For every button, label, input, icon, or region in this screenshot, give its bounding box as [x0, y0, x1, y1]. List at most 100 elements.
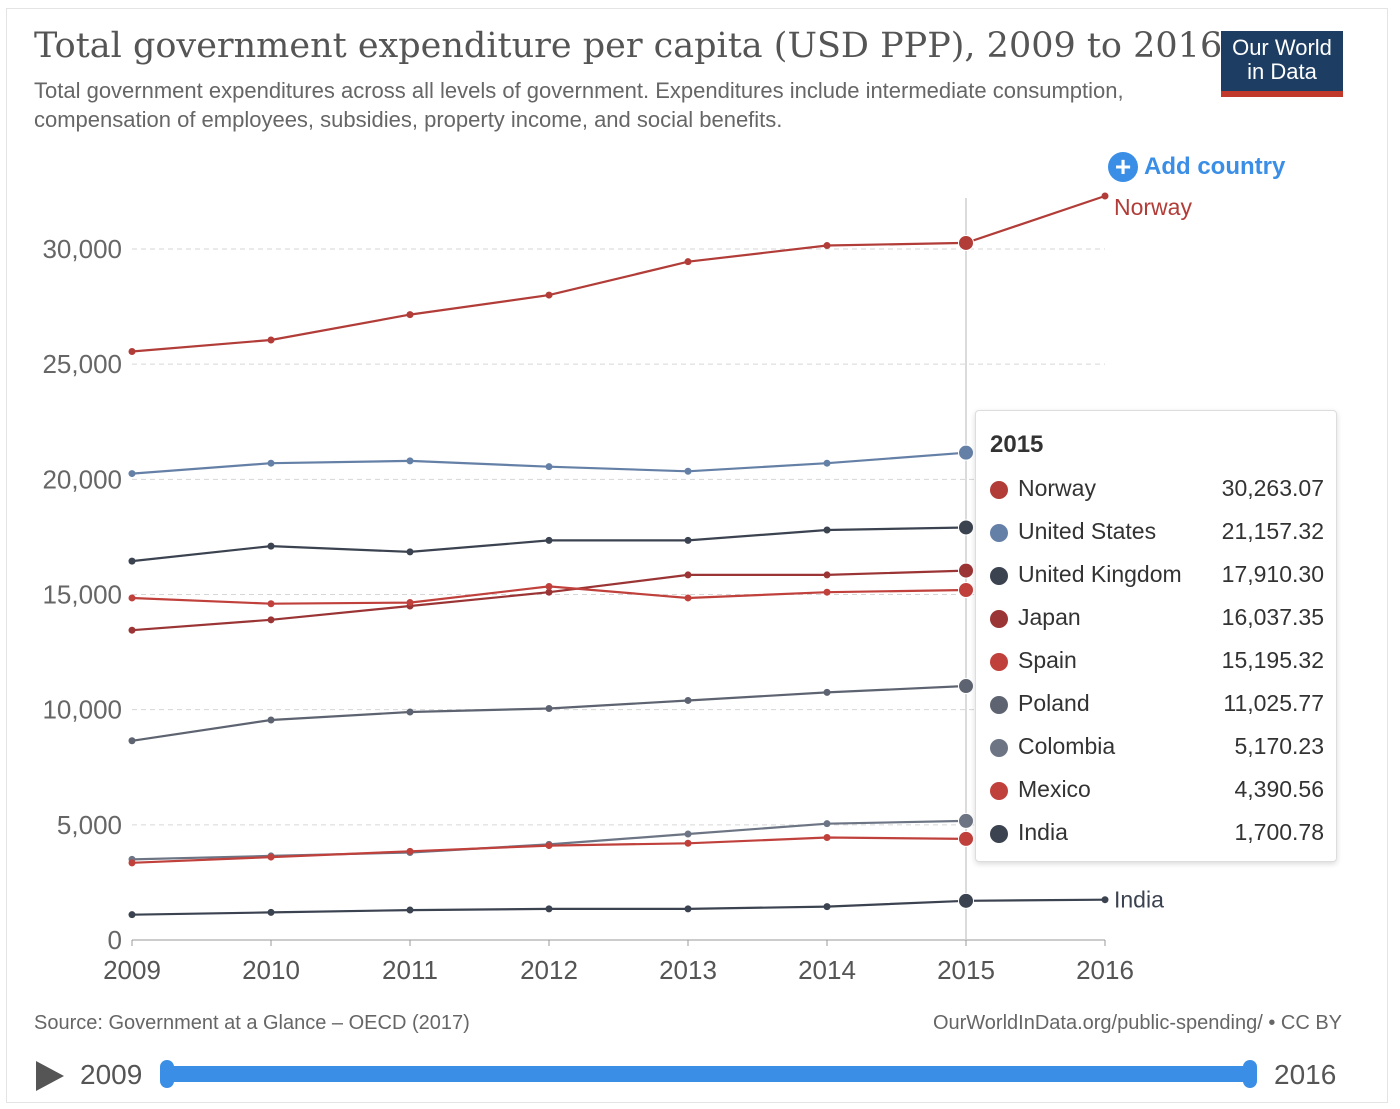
data-point: [823, 571, 831, 579]
data-point: [128, 470, 136, 478]
series-line: [131, 194, 1106, 353]
play-icon[interactable]: [36, 1061, 64, 1091]
x-tick-label: 2013: [659, 955, 717, 985]
tooltip-value: 15,195.32: [1221, 647, 1324, 673]
data-point: [267, 716, 275, 724]
series-line: [131, 819, 967, 861]
tooltip-year: 2015: [990, 431, 1044, 458]
license-link[interactable]: OurWorldInData.org/public-spending/ • CC…: [932, 1012, 1342, 1034]
data-point: [684, 536, 692, 544]
data-point: [406, 906, 414, 914]
legend-dot-icon: [990, 567, 1008, 585]
tooltip-row: Mexico 4,390.56: [990, 776, 1324, 806]
tooltip-country: India: [1018, 819, 1068, 845]
data-point: [545, 905, 553, 913]
chart-frame: [6, 8, 1388, 1103]
data-point: [823, 588, 831, 596]
tooltip-value: 4,390.56: [1234, 776, 1324, 802]
timeline-start-handle[interactable]: [160, 1060, 174, 1088]
series-line: [131, 526, 967, 563]
x-tick-label: 2014: [798, 955, 856, 985]
x-tick-label: 2012: [520, 955, 578, 985]
data-point: [958, 892, 974, 909]
x-tick-label: 2009: [103, 955, 161, 985]
tooltip-row: United States 21,157.32: [990, 518, 1324, 548]
data-point: [1101, 896, 1109, 904]
data-point: [128, 347, 136, 355]
legend-dot-icon: [990, 739, 1008, 757]
data-point: [684, 467, 692, 475]
data-point: [684, 258, 692, 266]
y-tick-label: 30,000: [42, 234, 122, 264]
tooltip-value: 21,157.32: [1221, 518, 1324, 544]
data-point: [958, 678, 974, 695]
legend-dot-icon: [990, 782, 1008, 800]
add-country-button[interactable]: + Add country: [1108, 152, 1285, 182]
plus-icon: +: [1108, 152, 1138, 182]
data-point: [406, 548, 414, 556]
data-point: [545, 842, 553, 850]
data-point: [684, 571, 692, 579]
data-point: [406, 311, 414, 319]
data-point: [267, 853, 275, 861]
data-point: [958, 234, 974, 251]
source-note[interactable]: Source: Government at a Glance – OECD (2…: [34, 1012, 470, 1034]
x-tick-label: 2011: [382, 955, 438, 985]
legend-dot-icon: [990, 696, 1008, 714]
legend-dot-icon: [990, 825, 1008, 843]
tooltip-row: Poland 11,025.77: [990, 690, 1324, 720]
data-point: [684, 830, 692, 838]
timeline-end-label: 2016: [1274, 1059, 1337, 1090]
timeline-start-label: 2009: [80, 1059, 143, 1090]
data-point: [406, 708, 414, 716]
data-point: [406, 599, 414, 607]
data-point: [545, 536, 553, 544]
legend-dot-icon: [990, 653, 1008, 671]
legend-dot-icon: [990, 610, 1008, 628]
tooltip-row: Spain 15,195.32: [990, 647, 1324, 677]
data-point: [128, 557, 136, 565]
tooltip-country: United States: [1018, 518, 1157, 544]
data-point: [958, 519, 974, 536]
owid-logo[interactable]: Our World in Data: [1221, 31, 1343, 97]
tooltip-row: Japan 16,037.35: [990, 604, 1324, 634]
data-point: [823, 242, 831, 250]
legend-dot-icon: [990, 481, 1008, 499]
y-tick-label: 10,000: [42, 695, 122, 725]
data-point: [823, 688, 831, 696]
data-point: [267, 459, 275, 467]
data-point: [545, 291, 553, 299]
x-tick-label: 2016: [1076, 955, 1134, 985]
tooltip-country: Norway: [1018, 475, 1096, 501]
tooltip-row: India 1,700.78: [990, 819, 1324, 849]
data-point: [128, 626, 136, 634]
series-label: India: [1114, 887, 1164, 913]
data-point: [545, 705, 553, 713]
data-point: [128, 594, 136, 602]
data-point: [545, 588, 553, 596]
data-point: [545, 463, 553, 471]
y-tick-label: 20,000: [42, 464, 122, 494]
tooltip-row: United Kingdom 17,910.30: [990, 561, 1324, 591]
data-point: [823, 834, 831, 842]
data-point: [267, 616, 275, 624]
data-point: [958, 830, 974, 847]
tooltip-value: 30,263.07: [1221, 475, 1324, 501]
data-point: [823, 820, 831, 828]
tooltip-country: United Kingdom: [1018, 561, 1182, 587]
data-point: [684, 594, 692, 602]
x-tick-label: 2010: [242, 955, 300, 985]
timeline-end-handle[interactable]: [1243, 1060, 1257, 1088]
chart-subtitle: Total government expenditures across all…: [34, 78, 1124, 132]
series-line: [131, 898, 1106, 916]
tooltip: 2015 Norway 30,263.07 United States 21,1…: [975, 410, 1337, 862]
data-point: [406, 847, 414, 855]
timeline-track[interactable]: [164, 1066, 1256, 1082]
y-tick-label: 5,000: [57, 810, 122, 840]
logo-line-1: Our World: [1232, 35, 1332, 60]
series-line: [131, 451, 967, 475]
data-point: [958, 562, 974, 579]
tooltip-country: Poland: [1018, 690, 1090, 716]
tooltip-value: 11,025.77: [1223, 690, 1324, 716]
data-point: [1101, 192, 1109, 200]
